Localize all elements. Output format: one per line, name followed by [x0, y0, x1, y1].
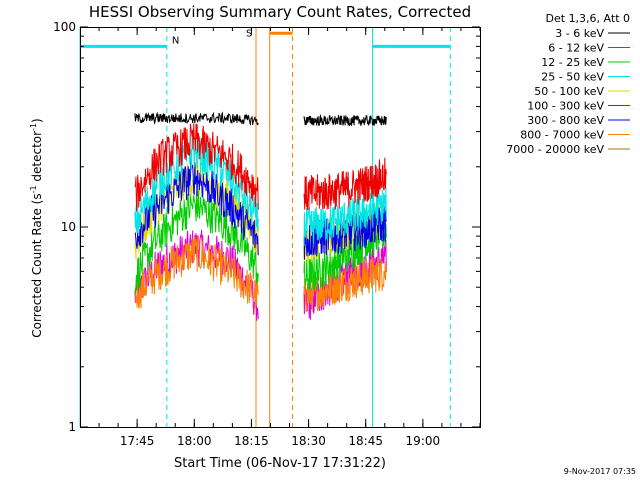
y-tick-label: 100	[53, 20, 76, 34]
x-axis-label: Start Time (06-Nov-17 17:31:22)	[174, 456, 386, 471]
x-tick-label: 18:15	[234, 434, 269, 448]
x-tick-label: 18:30	[291, 434, 326, 448]
series-line	[134, 234, 259, 309]
series-line	[303, 187, 387, 247]
legend-entry-label: 6 - 12 keV	[548, 42, 604, 55]
legend-entry-label: 100 - 300 keV	[527, 100, 604, 113]
series-line	[134, 160, 259, 256]
plot-area: NS	[79, 27, 451, 427]
y-tick-label: 10	[61, 220, 76, 234]
legend-entry-label: 3 - 6 keV	[555, 27, 604, 40]
y-axis-label-sup2: -1	[29, 123, 38, 131]
legend-entry-label: 12 - 25 keV	[541, 56, 604, 69]
y-axis-label-main: Corrected Count Rate (s	[30, 193, 44, 337]
legend-entry-label: 25 - 50 keV	[541, 71, 604, 84]
y-axis-label-mid: detector	[30, 131, 44, 186]
x-tick-label: 18:45	[348, 434, 383, 448]
series-line	[134, 135, 259, 234]
x-tick-label: 19:00	[406, 434, 441, 448]
legend-entry-label: 800 - 7000 keV	[520, 129, 604, 142]
axes: 17:45 18:00 18:15 18:30 18:45 19:00 1 10 100	[53, 20, 481, 448]
legend-entry-label: 300 - 800 keV	[527, 114, 604, 127]
saa-label: S	[246, 28, 252, 39]
series-line	[303, 114, 387, 127]
series-line	[303, 157, 387, 211]
x-tick-label: 18:00	[177, 434, 212, 448]
series-line	[134, 111, 259, 126]
legend-entry-label: 7000 - 20000 keV	[506, 143, 604, 156]
x-tick-label: 17:45	[120, 434, 155, 448]
legend-entry-label: 50 - 100 keV	[534, 85, 604, 98]
legend-title: Det 1,3,6, Att 0	[546, 12, 630, 25]
chart-title: HESSI Observing Summary Count Rates, Cor…	[89, 3, 471, 21]
timestamp: 9-Nov-2017 07:35	[564, 467, 636, 476]
series-line	[134, 123, 259, 212]
night-label: N	[172, 35, 179, 46]
y-tick-label: 1	[68, 420, 76, 434]
y-axis-label-sup1: -1	[29, 185, 38, 193]
y-axis-label: Corrected Count Rate (s-1 detector-1)	[29, 118, 44, 337]
series-line	[303, 256, 387, 313]
y-axis-label-end: )	[30, 118, 44, 123]
